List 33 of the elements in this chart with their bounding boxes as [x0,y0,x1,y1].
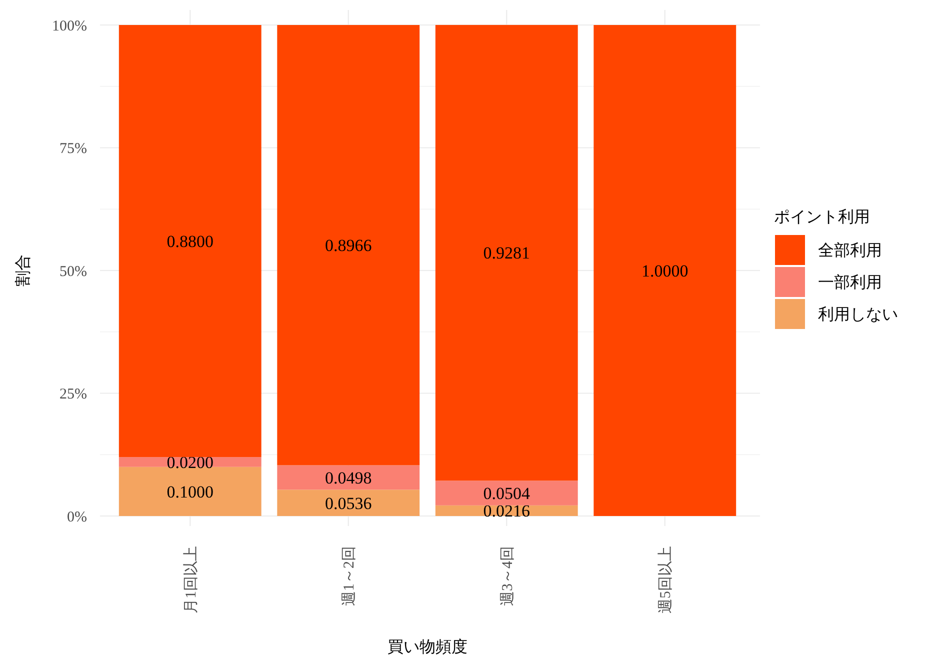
bar [435,480,578,506]
data-label: 0.9281 [483,244,530,263]
y-tick-label: 25% [60,386,87,402]
legend-label: 利用しない [818,306,898,324]
x-tick-label: 週1～2回 [342,546,358,606]
data-label: 0.1000 [166,482,214,502]
data-label: 1.0000 [642,261,688,280]
bar [277,25,420,466]
x-tick-label: 週3～4回 [500,546,516,606]
y-axis-title: 割合 [14,254,32,286]
legend-label: 一部利用 [818,274,882,292]
x-tick-label: 月1回以上 [182,546,200,614]
bar [435,24,578,481]
data-label: 0.0536 [325,494,372,513]
y-tick-label: 100% [52,18,87,34]
bar [118,466,262,516]
y-tick-label: 50% [60,264,87,280]
data-label: 0.0498 [325,468,372,488]
y-tick-label: 75% [60,141,87,157]
y-tick-label: 0% [67,509,87,526]
x-axis-title: 買い物頻度 [388,638,468,656]
bar [277,490,420,516]
bar [118,25,262,458]
data-label: 0.8966 [325,236,372,256]
bar [277,465,420,490]
data-label: 0.0216 [483,502,530,521]
bar [594,25,736,516]
data-label: 0.0504 [483,484,530,503]
data-label: 0.8800 [166,232,214,251]
x-tick-label: 週5回以上 [657,546,674,614]
legend-title: ポイント利用 [774,208,870,226]
legend-label: 全部利用 [818,242,882,260]
data-label: 0.0200 [166,452,214,472]
